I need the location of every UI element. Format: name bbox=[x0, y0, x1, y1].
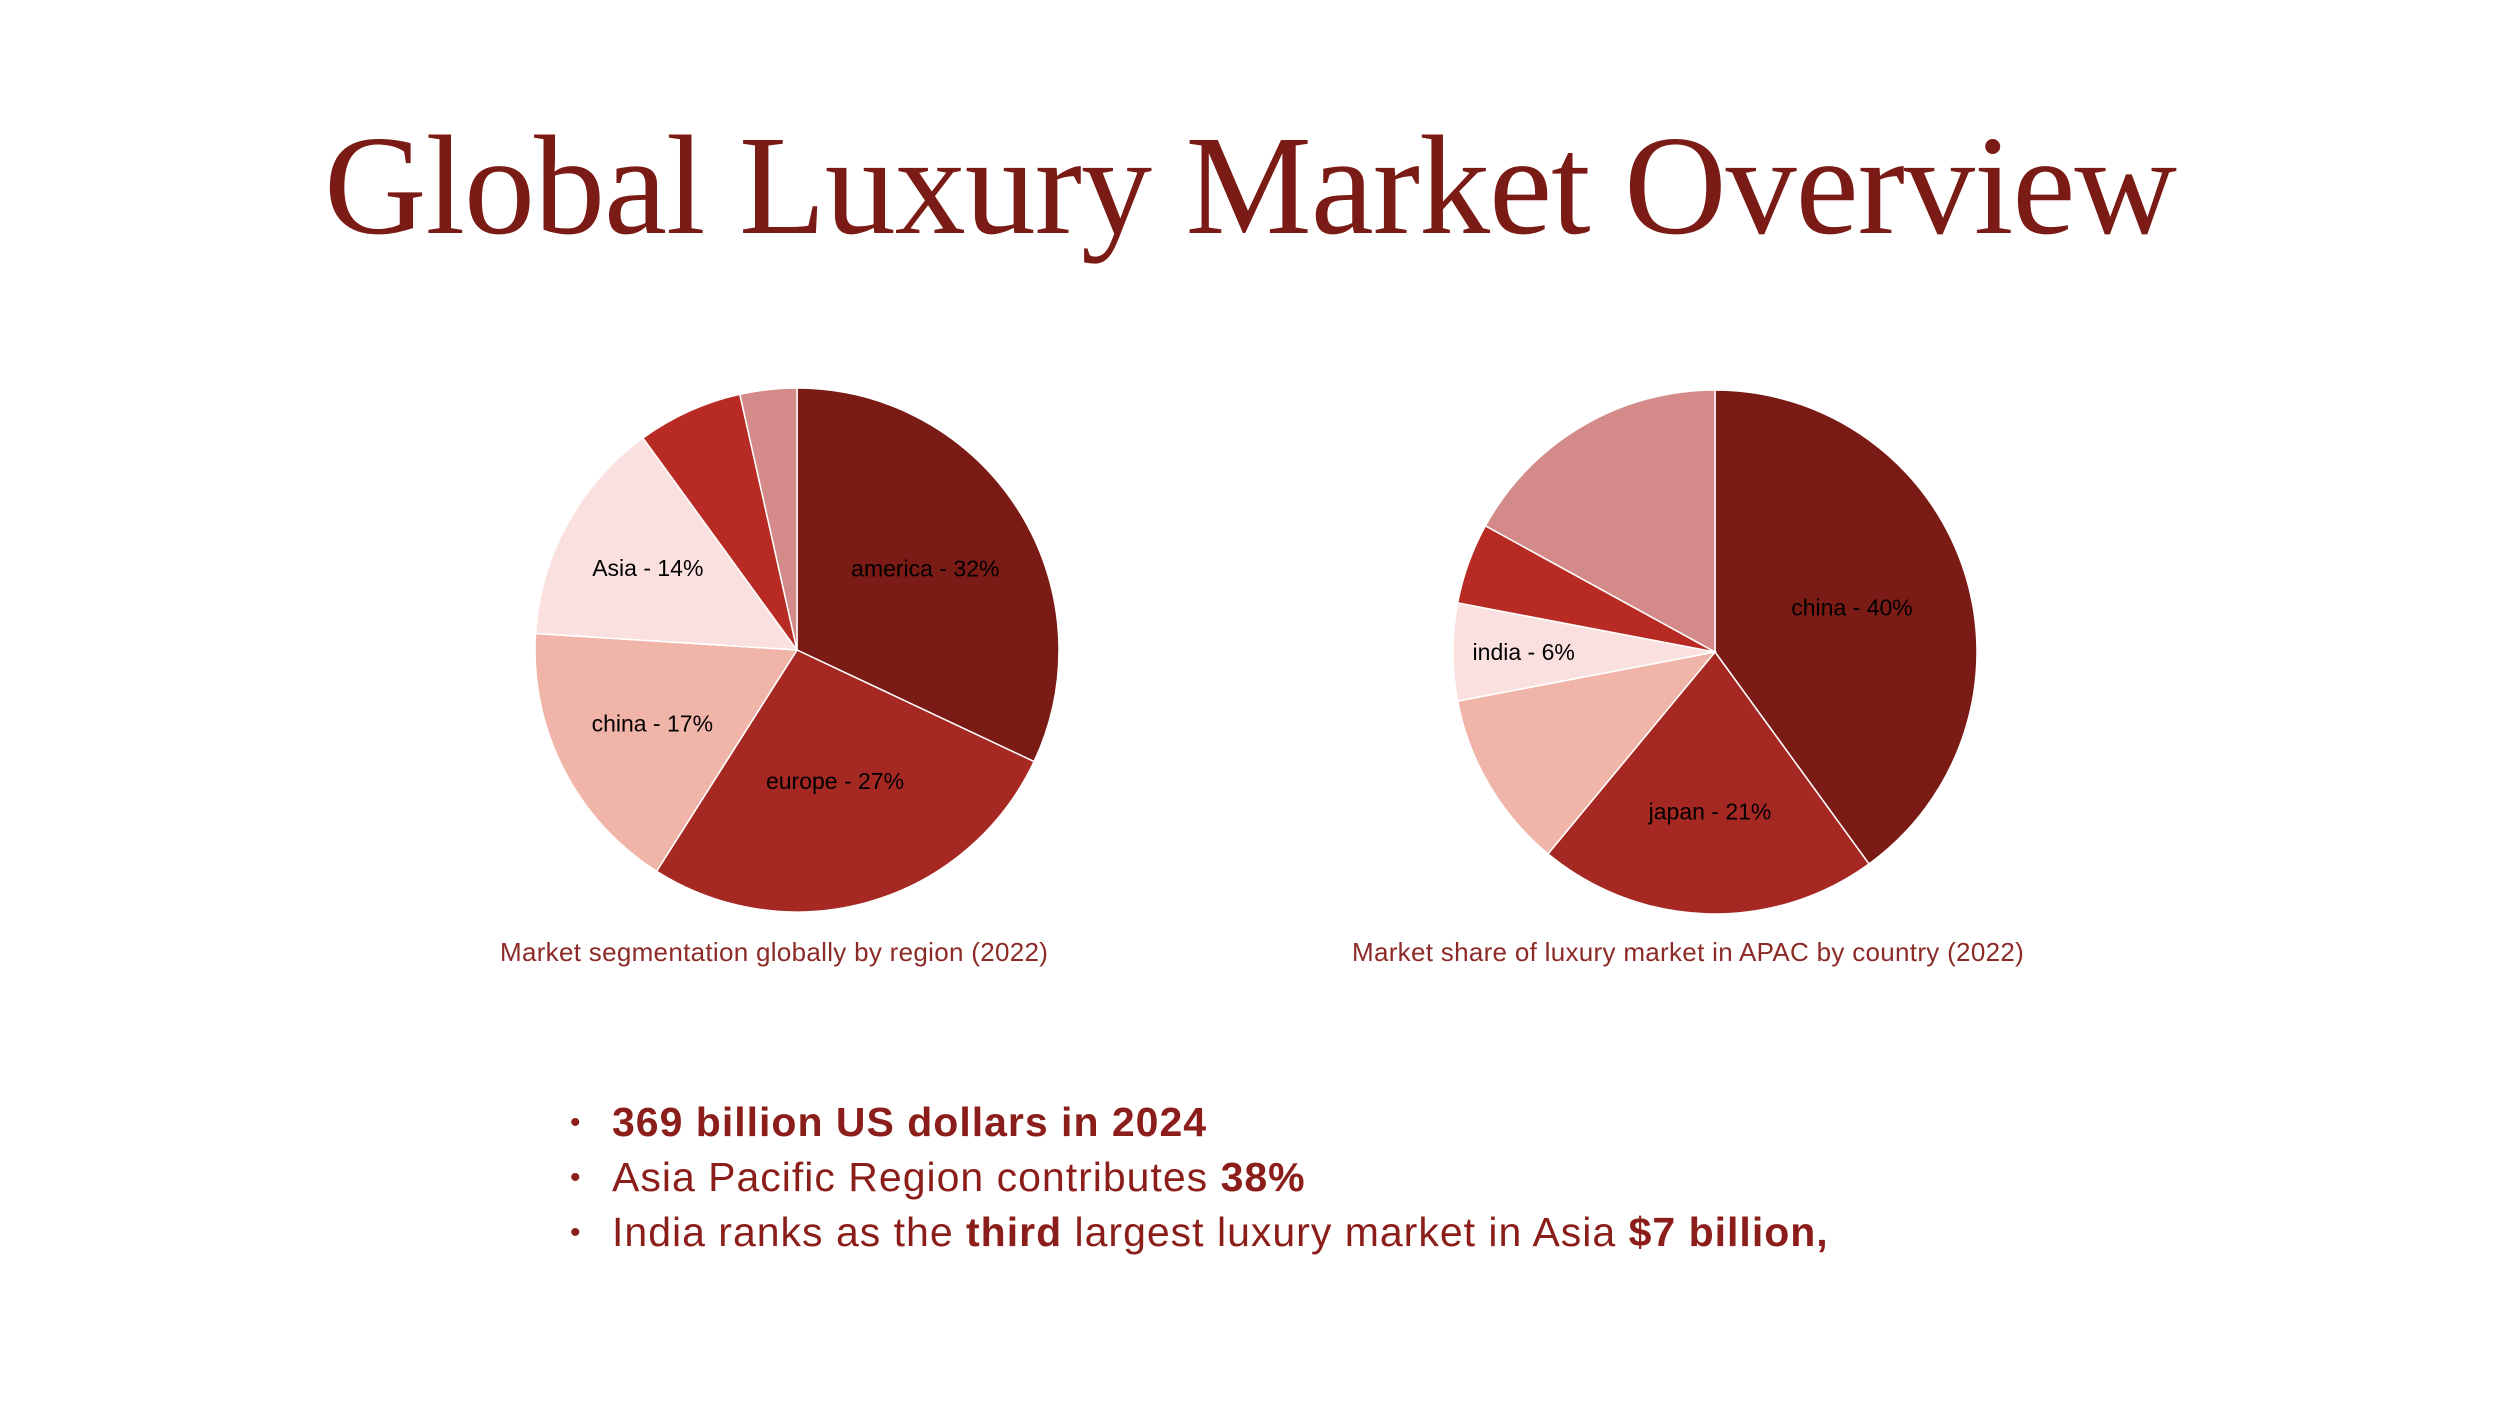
bullet-text-bold: 38% bbox=[1220, 1154, 1306, 1200]
bullet-text: largest luxury market in Asia bbox=[1062, 1209, 1629, 1255]
pie-slice-label: america - 32% bbox=[851, 556, 999, 582]
pie-slice bbox=[655, 649, 1036, 913]
pie-slice bbox=[1484, 389, 1716, 654]
pie-slice-label: india - 6% bbox=[1473, 639, 1575, 665]
pie-slice bbox=[738, 387, 798, 651]
bullet-text-bold: 369 billion US dollars in 2024 bbox=[612, 1099, 1208, 1145]
bullet-icon: • bbox=[570, 1161, 582, 1194]
page-title: Global Luxury Market Overview bbox=[324, 106, 2177, 264]
pie-slice bbox=[534, 436, 799, 651]
bullet-text-bold: third bbox=[966, 1209, 1063, 1255]
pie-slice-label: japan - 21% bbox=[1648, 799, 1772, 825]
pie-slice bbox=[796, 387, 1060, 763]
pie-slice bbox=[534, 632, 799, 873]
bullet-item-india-rank: • India ranks as the third largest luxury… bbox=[570, 1205, 1829, 1260]
key-facts-list: • 369 billion US dollars in 2024 • Asia Pa… bbox=[570, 1095, 1829, 1260]
pie-slice-label: Asia - 14% bbox=[592, 555, 703, 581]
global-region-chart-caption: Market segmentation globally by region (… bbox=[500, 937, 1049, 967]
bullet-item-apac-share: • Asia Pacific Region contributes 38% bbox=[570, 1150, 1829, 1205]
bullet-icon: • bbox=[570, 1216, 582, 1249]
global-region-pie-chart: america - 32% europe - 27% china - 17% Asia… bbox=[534, 387, 1060, 913]
bullet-text: India ranks as the bbox=[612, 1209, 967, 1255]
pie-slice-label: europe - 27% bbox=[766, 768, 904, 794]
bullet-text-bold: $7 billion, bbox=[1628, 1209, 1829, 1255]
apac-country-chart-caption: Market share of luxury market in APAC by… bbox=[1352, 937, 2025, 967]
pie-slice bbox=[1714, 389, 1978, 866]
apac-country-pie-chart: china - 40% japan - 21% india - 6% bbox=[1452, 389, 1978, 915]
bullet-icon: • bbox=[570, 1106, 582, 1139]
pie-slice bbox=[1456, 650, 1717, 855]
bullet-text: Asia Pacific Region contributes bbox=[612, 1154, 1221, 1200]
pie-slice-label: china - 17% bbox=[592, 711, 713, 737]
pie-slice bbox=[1546, 650, 1871, 915]
bullet-item-market-size: • 369 billion US dollars in 2024 bbox=[570, 1095, 1829, 1150]
pie-slice-label: china - 40% bbox=[1791, 595, 1912, 621]
